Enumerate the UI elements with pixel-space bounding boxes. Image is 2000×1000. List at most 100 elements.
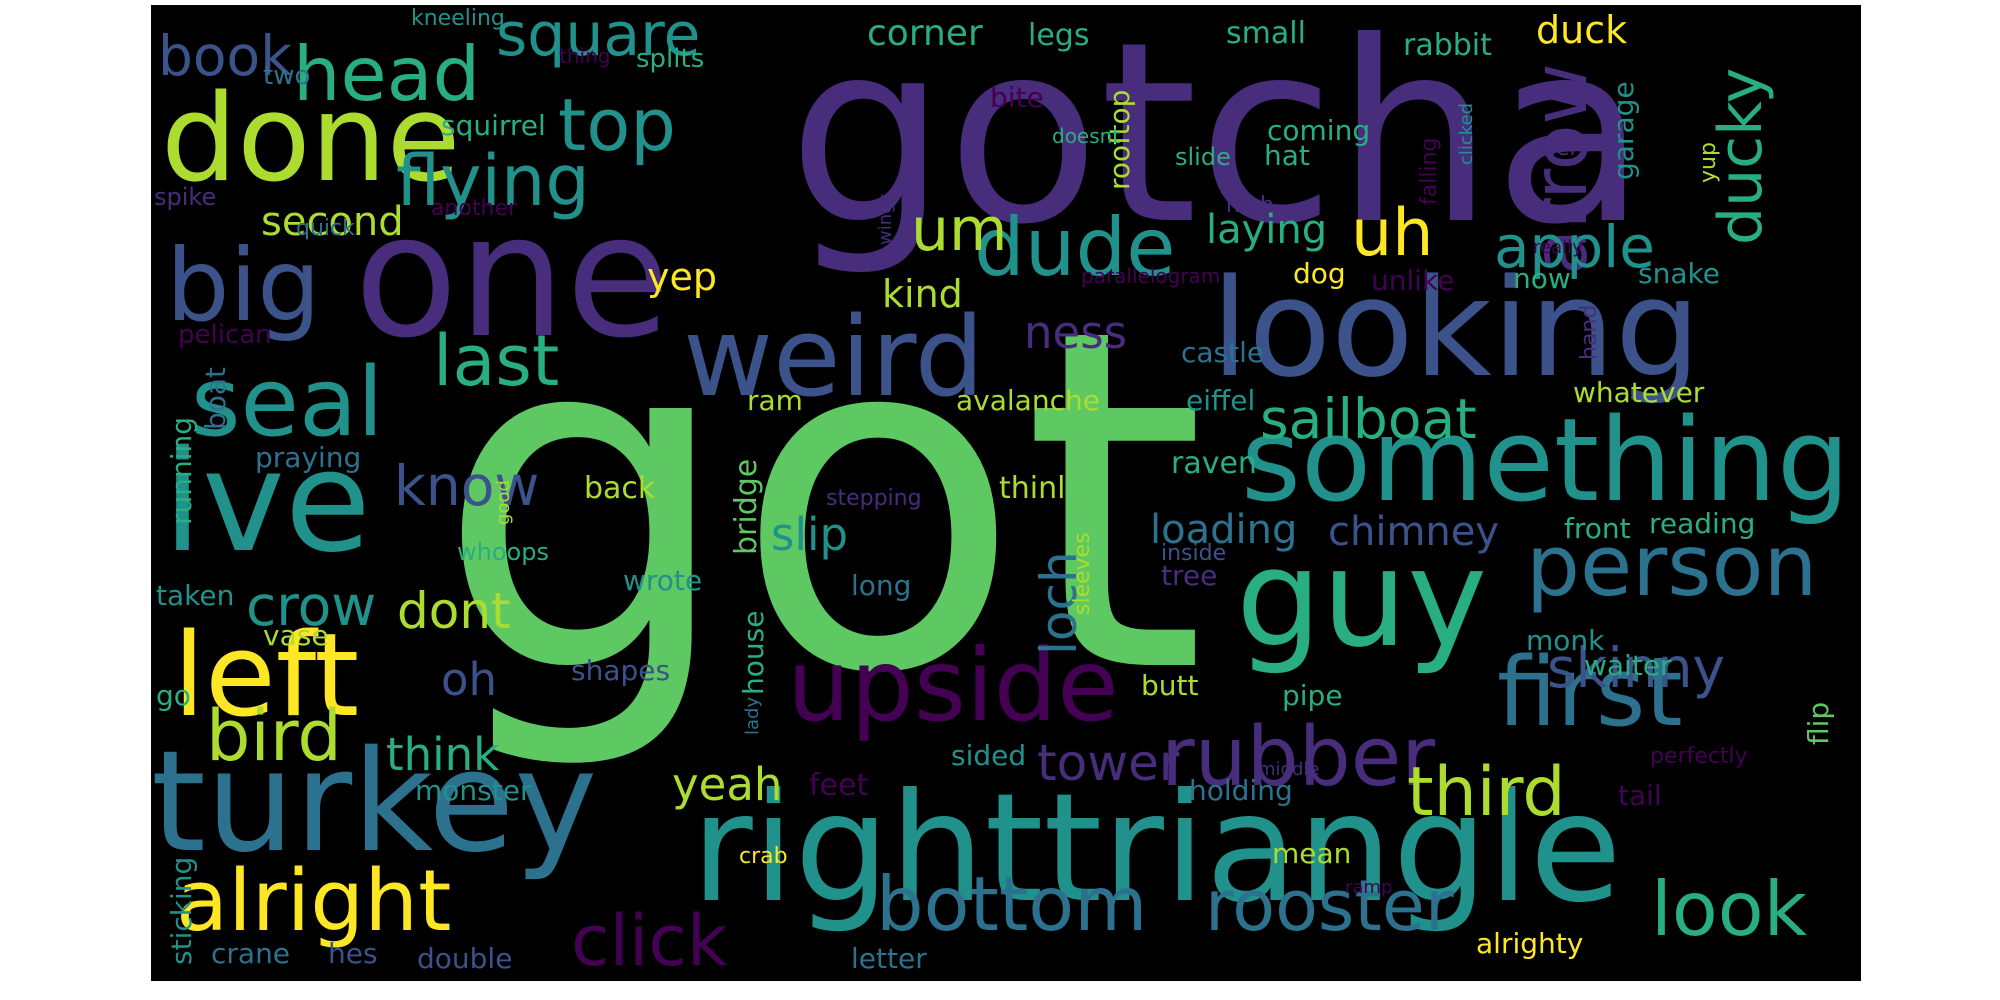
cloud-word-pipe: pipe	[1282, 679, 1343, 712]
cloud-word-alright: alright	[176, 852, 451, 951]
cloud-word-person: person	[1526, 517, 1817, 616]
cloud-word-top: top	[558, 83, 676, 167]
cloud-word-hes: hes	[328, 937, 378, 970]
cloud-word-seal: seal	[191, 348, 384, 458]
cloud-word-two: two	[263, 61, 310, 91]
cloud-word-last: last	[433, 320, 559, 402]
cloud-word-loch: loch	[1030, 551, 1088, 655]
cloud-word-reading: reading	[1649, 507, 1755, 540]
cloud-word-middle: middle	[1258, 759, 1319, 780]
cloud-word-sailboat: sailboat	[1260, 387, 1477, 451]
cloud-word-ram: ram	[747, 384, 803, 417]
cloud-word-think: think	[386, 728, 499, 781]
word-cloud: got gotcha one righttriangle turkey guy ive loo…	[151, 5, 1861, 981]
cloud-word-avalanche: avalanche	[956, 384, 1100, 417]
cloud-word-monk: monk	[1526, 624, 1605, 657]
cloud-word-query: query	[1528, 136, 1592, 161]
cloud-word-hat: hat	[1264, 139, 1310, 172]
cloud-word-yep: yep	[647, 255, 717, 299]
cloud-word-ducky: ducky	[1706, 68, 1776, 245]
cloud-word-wrote: wrote	[623, 564, 702, 597]
cloud-word-taken: taken	[156, 579, 234, 612]
cloud-word-crab: crab	[739, 844, 788, 869]
cloud-word-rabbit: rabbit	[1403, 28, 1492, 63]
cloud-word-sticking: sticking	[165, 857, 198, 965]
cloud-word-whoops: whoops	[457, 538, 549, 566]
cloud-word-tree: tree	[1161, 559, 1217, 592]
cloud-word-whatever: whatever	[1573, 376, 1705, 409]
cloud-word-flying: flying	[396, 140, 590, 222]
cloud-word-alrighty: alrighty	[1476, 927, 1583, 960]
cloud-word-something: something	[1241, 394, 1850, 528]
cloud-word-guy: guy	[1236, 520, 1487, 677]
cloud-word-ness: ness	[1024, 306, 1127, 359]
cloud-word-parallelogram: parallelogram	[1081, 264, 1220, 288]
cloud-word-quick: quick	[296, 216, 355, 241]
cloud-word-ive: ive	[163, 421, 371, 584]
cloud-word-tower: tower	[1037, 734, 1180, 792]
cloud-word-another: another	[431, 196, 518, 221]
cloud-word-upside: upside	[787, 627, 1119, 744]
cloud-word-falling: falling	[1417, 138, 1442, 205]
cloud-word-third: third	[1407, 753, 1566, 832]
cloud-word-one: one	[354, 178, 670, 376]
cloud-word-skinny: skinny	[1547, 636, 1725, 700]
cloud-word-weird: weird	[683, 293, 984, 421]
cloud-word-big: big	[166, 227, 321, 344]
cloud-word-splits: splits	[636, 44, 704, 74]
cloud-word-bite: bite	[990, 81, 1044, 114]
cloud-word-feet: feet	[809, 768, 868, 803]
cloud-word-sleeves: sleeves	[1070, 532, 1095, 615]
cloud-word-look: look	[1651, 865, 1808, 953]
cloud-word-waiter: waiter	[1584, 649, 1672, 682]
cloud-word-thinl: thinl	[999, 471, 1065, 506]
cloud-word-turkey: turkey	[151, 721, 597, 884]
cloud-word-hand: hand	[1577, 305, 1602, 360]
cloud-word-doesnt: doesnt	[1052, 124, 1120, 148]
cloud-word-click: click	[571, 900, 728, 981]
cloud-word-perfectly: perfectly	[1650, 744, 1748, 769]
cloud-word-chimney: chimney	[1328, 509, 1499, 555]
cloud-word-arrow: arrow	[1516, 63, 1604, 275]
cloud-word-dress: dress	[1144, 419, 1192, 440]
cloud-word-second: second	[261, 199, 404, 245]
cloud-word-unlike: unlike	[1371, 264, 1455, 297]
cloud-word-corner: corner	[867, 13, 983, 54]
cloud-word-eiffel: eiffel	[1186, 384, 1255, 417]
cloud-word-now: now	[1513, 262, 1571, 295]
cloud-word-rubber: rubber	[1161, 710, 1435, 805]
cloud-word-monster: monster	[415, 774, 532, 807]
cloud-word-square: square	[496, 5, 700, 70]
cloud-word-dog: dog	[1293, 257, 1346, 290]
cloud-word-uh: uh	[1351, 196, 1433, 271]
cloud-word-slide: slide	[1175, 143, 1231, 171]
cloud-word-high: high	[1226, 193, 1274, 218]
cloud-word-lady: lady	[742, 697, 763, 735]
cloud-word-apple: apple	[1494, 213, 1655, 281]
cloud-word-know: know	[394, 454, 539, 518]
cloud-word-book: book	[158, 24, 292, 88]
cloud-word-rooster: rooster	[1205, 865, 1454, 947]
cloud-word-clicked: clicked	[1456, 103, 1477, 165]
cloud-word-yup: yup	[1696, 142, 1721, 183]
cloud-word-rooftop: rooftop	[1103, 90, 1136, 190]
cloud-word-long: long	[851, 569, 911, 602]
cloud-word-small: small	[1226, 16, 1306, 51]
cloud-word-tail: tail	[1618, 779, 1662, 812]
cloud-word-crow: crow	[246, 574, 376, 638]
cloud-word-raven: raven	[1171, 446, 1257, 481]
cloud-word-slip: slip	[771, 508, 848, 561]
cloud-word-stepping: stepping	[826, 486, 922, 511]
cloud-word-letter: letter	[851, 942, 927, 975]
cloud-word-oh: oh	[441, 653, 497, 706]
cloud-word-squirrel: squirrel	[441, 109, 546, 142]
cloud-word-double: double	[417, 942, 512, 975]
cloud-word-left: left	[173, 609, 359, 743]
cloud-word-coming: coming	[1267, 114, 1370, 147]
cloud-word-sided: sided	[951, 739, 1026, 772]
cloud-word-legs: legs	[1028, 18, 1089, 53]
cloud-word-dont: dont	[397, 582, 511, 640]
cloud-word-mean: mean	[1272, 837, 1351, 870]
cloud-word-crane: crane	[211, 937, 290, 970]
